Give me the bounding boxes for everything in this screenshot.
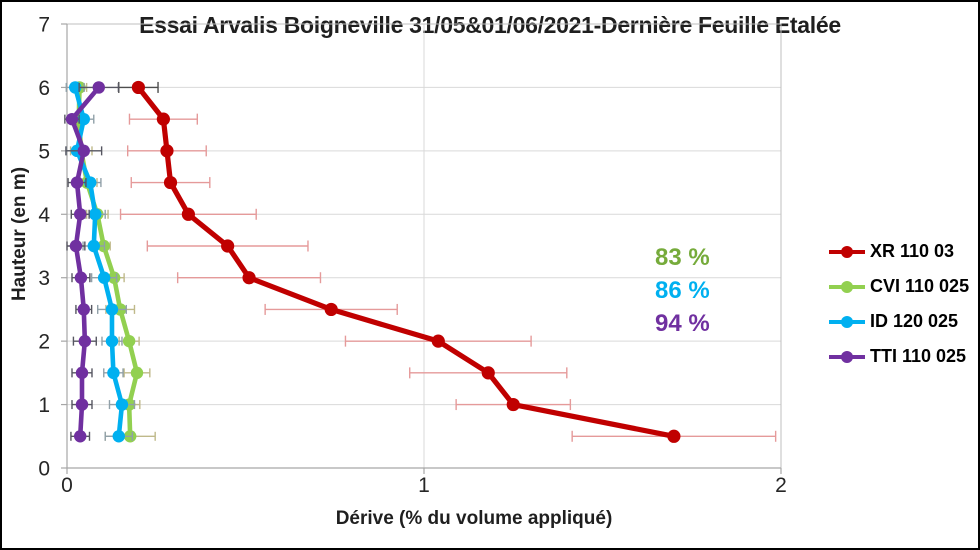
- data-point-marker: [112, 430, 125, 443]
- x-tick-label: 2: [775, 474, 787, 497]
- data-point-marker: [105, 334, 119, 348]
- y-tick-label: 3: [38, 267, 50, 290]
- data-point-marker: [97, 271, 111, 284]
- x-tick-label: 0: [61, 474, 73, 497]
- legend-label: CVI 110 025: [870, 276, 970, 296]
- data-point-marker: [70, 176, 84, 189]
- y-tick-label: 6: [38, 77, 50, 100]
- data-point-marker: [77, 112, 90, 126]
- data-point-marker: [87, 239, 100, 253]
- y-tick-label: 7: [38, 14, 50, 37]
- data-point-marker: [181, 207, 195, 221]
- data-point-marker: [75, 366, 89, 380]
- data-point-marker: [69, 239, 83, 253]
- legend-item-tti-110-025: TTI 110 025: [828, 339, 969, 374]
- legend-series-marker-icon: [829, 245, 865, 258]
- y-tick-label: 2: [38, 331, 50, 354]
- x-tick-label: 1: [418, 474, 430, 497]
- data-point-marker: [84, 176, 97, 189]
- legend-item-id-120-025: ID 120 025: [828, 304, 969, 339]
- data-point-marker: [74, 430, 87, 443]
- y-tick-label: 0: [38, 458, 50, 481]
- annotation-cvi-percent: 83 %: [655, 244, 710, 271]
- data-point-marker: [65, 112, 79, 126]
- y-tick-label: 1: [38, 394, 50, 417]
- data-point-marker: [105, 303, 119, 316]
- data-point-marker: [115, 398, 129, 411]
- data-point-marker: [160, 144, 174, 158]
- y-tick-label: 5: [38, 140, 50, 163]
- data-point-marker: [431, 334, 445, 348]
- data-point-marker: [107, 366, 120, 380]
- legend-label: ID 120 025: [870, 311, 959, 331]
- data-point-marker: [130, 366, 144, 380]
- data-point-marker: [89, 208, 102, 221]
- legend-label: TTI 110 025: [870, 346, 967, 366]
- data-point-marker: [122, 334, 136, 348]
- y-tick-label: 4: [38, 204, 50, 227]
- legend-item-cvi-110-025: CVI 110 025: [828, 269, 969, 304]
- annotation-id-percent: 86 %: [655, 277, 710, 304]
- annotation-tti-percent: 94 %: [655, 310, 710, 337]
- efficiency-annotations: 83 % 86 % 94 %: [655, 243, 710, 342]
- x-axis-title: Dérive (% du volume appliqué): [335, 508, 613, 529]
- legend-series-marker-icon: [829, 280, 865, 293]
- legend-series-marker-icon: [829, 315, 865, 328]
- data-point-marker: [221, 239, 235, 253]
- series-line: [69, 85, 102, 439]
- data-point-marker: [667, 429, 681, 443]
- data-point-marker: [92, 81, 105, 94]
- data-point-marker: [156, 112, 170, 126]
- data-point-marker: [74, 208, 87, 221]
- legend-item-xr-110-03: XR 110 03: [828, 234, 969, 269]
- data-point-marker: [74, 271, 88, 284]
- data-point-marker: [77, 303, 90, 316]
- data-point-marker: [324, 302, 338, 317]
- data-point-marker: [506, 397, 520, 412]
- legend-series-marker-icon: [829, 350, 865, 363]
- series-line: [76, 85, 140, 439]
- data-point-marker: [75, 398, 89, 411]
- y-axis-title: Hauteur (en m): [9, 166, 30, 302]
- legend-label: XR 110 03: [870, 241, 955, 261]
- series-line: [135, 84, 677, 439]
- data-point-marker: [78, 334, 92, 348]
- data-point-marker: [163, 175, 178, 190]
- legend: XR 110 03 CVI 110 025 ID 120 025 TTI 110…: [828, 234, 969, 374]
- data-point-marker: [242, 271, 256, 285]
- chart-title: Essai Arvalis Boigneville 31/05&01/06/20…: [139, 12, 841, 38]
- data-point-marker: [69, 81, 82, 94]
- data-point-marker: [131, 80, 145, 95]
- data-point-marker: [77, 144, 90, 158]
- data-point-marker: [481, 366, 495, 380]
